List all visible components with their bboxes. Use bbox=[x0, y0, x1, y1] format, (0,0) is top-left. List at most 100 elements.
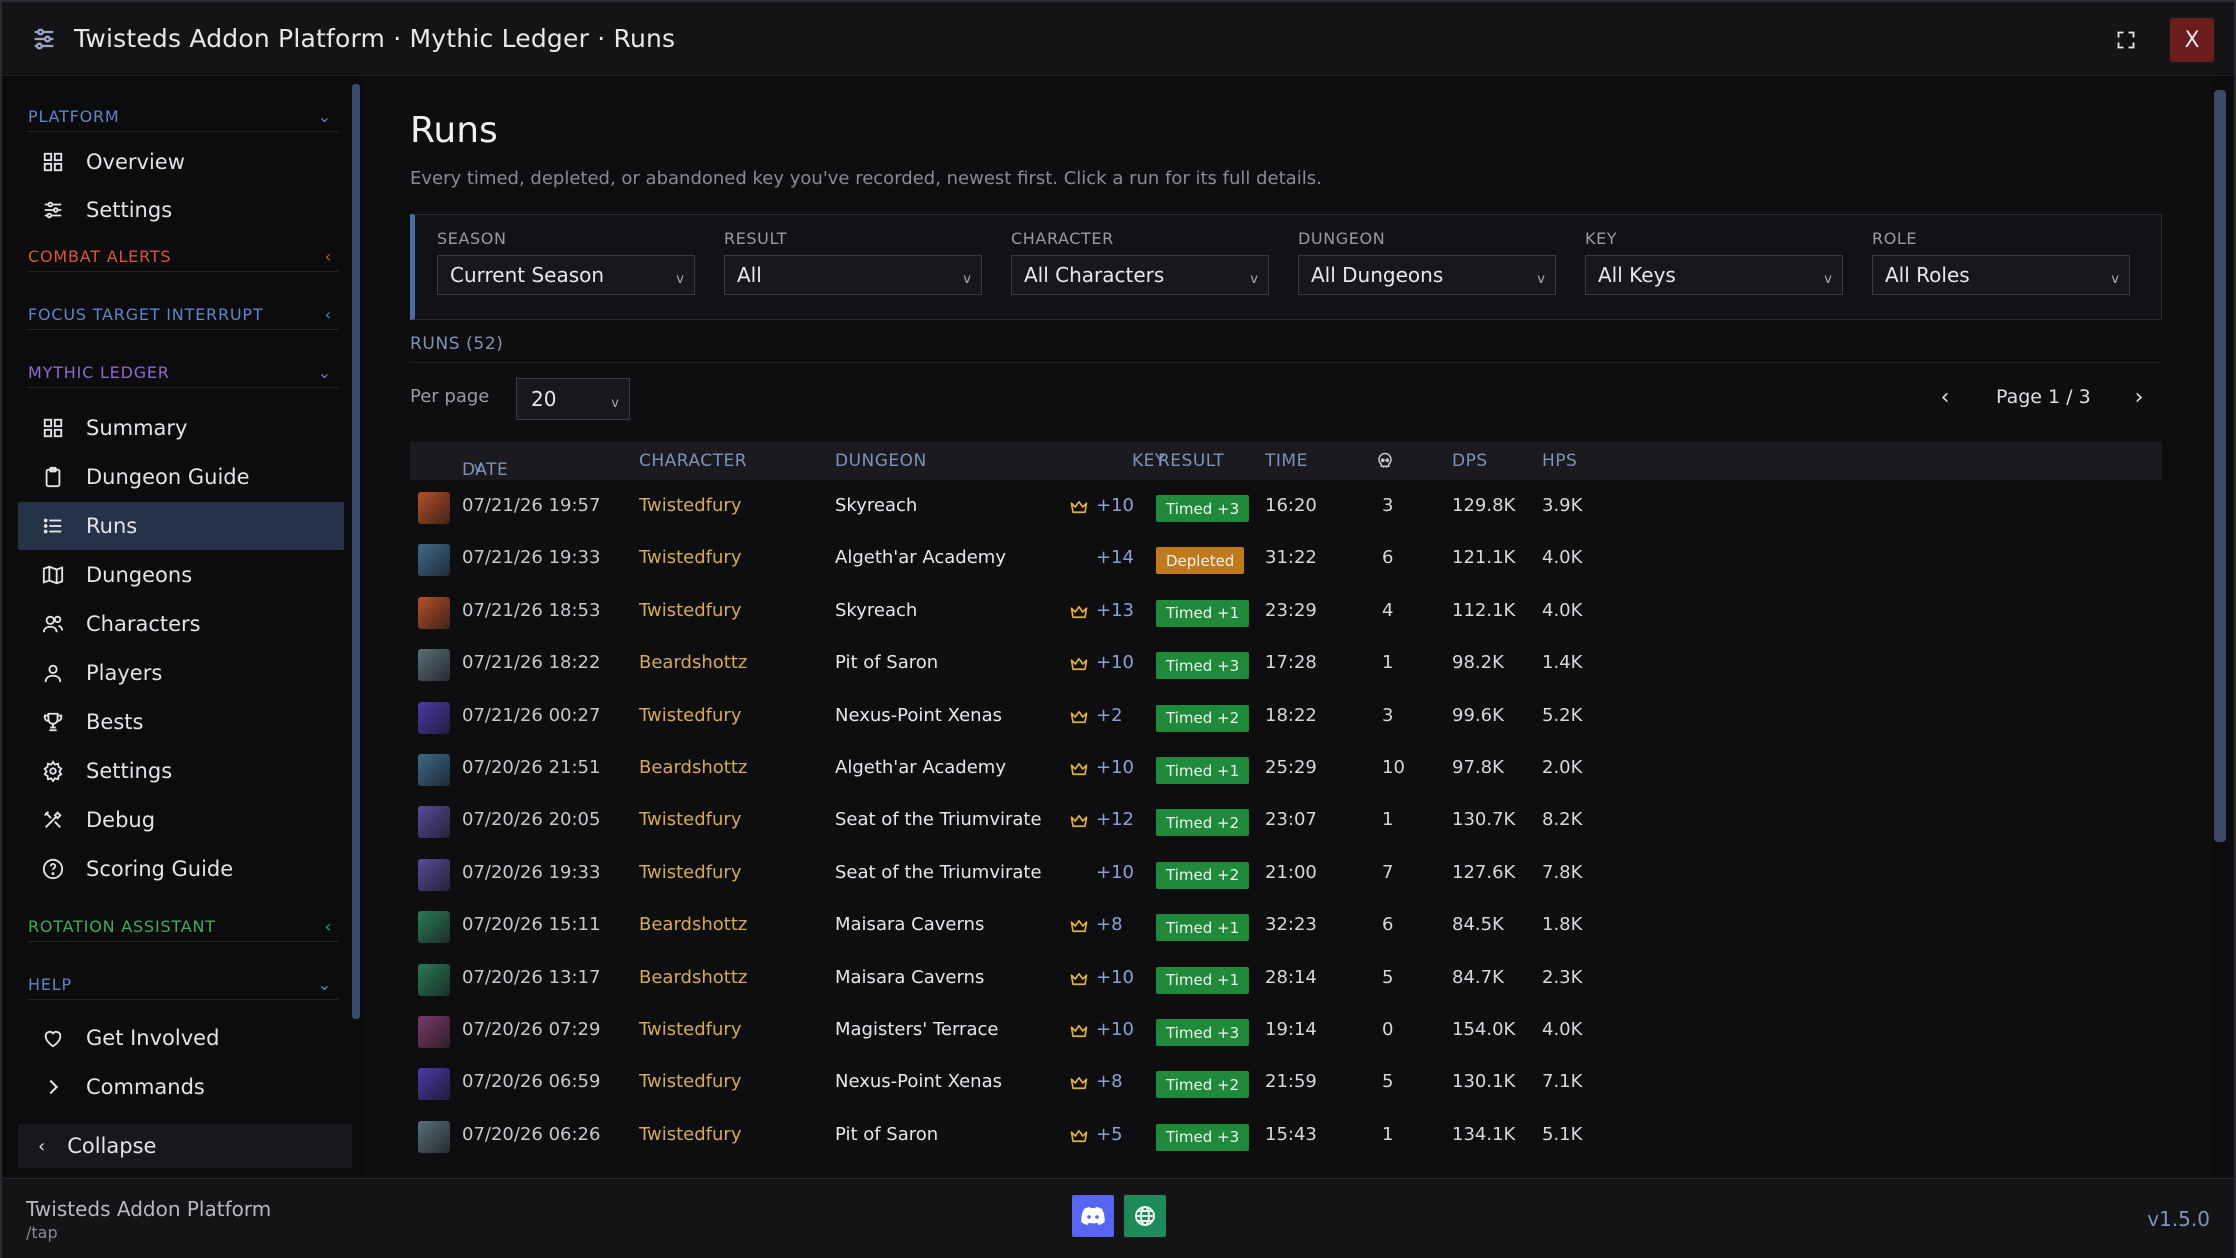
table-row[interactable]: 07/21/26 19:57 Twistedfury Skyreach +10 Time… bbox=[410, 480, 2162, 532]
run-date: 07/21/26 18:53 bbox=[462, 599, 601, 621]
season-select[interactable]: Current Season v bbox=[437, 255, 695, 295]
run-hps: 1.4K bbox=[1542, 652, 1583, 674]
run-hps: 4.0K bbox=[1542, 599, 1583, 621]
run-key: +10 bbox=[1096, 966, 1134, 988]
prev-page-button[interactable]: ‹ bbox=[1930, 382, 1960, 412]
table-row[interactable]: 07/21/26 18:53 Twistedfury Skyreach +13 Time… bbox=[410, 585, 2162, 637]
col-time[interactable]: TIME bbox=[1265, 451, 1308, 471]
sidebar-item-summary[interactable]: Summary bbox=[18, 404, 344, 452]
crown-icon bbox=[1070, 604, 1088, 623]
sidebar-item-label: Settings bbox=[86, 759, 173, 783]
result-select[interactable]: All v bbox=[724, 255, 982, 295]
key-select[interactable]: All Keys v bbox=[1585, 255, 1843, 295]
col-character[interactable]: CHARACTER bbox=[639, 451, 748, 471]
section-title: FOCUS TARGET INTERRUPT bbox=[28, 305, 264, 324]
run-deaths: 3 bbox=[1382, 495, 1394, 516]
run-date: 07/21/26 00:27 bbox=[462, 704, 601, 726]
run-character: Twistedfury bbox=[639, 495, 742, 516]
col-dps[interactable]: DPS bbox=[1452, 451, 1488, 471]
select-value: All Keys bbox=[1598, 263, 1676, 287]
run-dps: 112.1K bbox=[1452, 599, 1516, 621]
title-bar: Twisteds Addon Platform · Mythic Ledger … bbox=[2, 2, 2234, 76]
sidebar-item-scoring-guide[interactable]: Scoring Guide bbox=[18, 845, 344, 893]
sidebar-item-settings[interactable]: Settings bbox=[18, 186, 344, 234]
col-deaths[interactable] bbox=[1376, 452, 1394, 475]
dungeon-thumbnail bbox=[418, 596, 450, 629]
section-focus-target-interrupt[interactable]: FOCUS TARGET INTERRUPT ‹ bbox=[28, 300, 338, 330]
run-date: 07/20/26 13:17 bbox=[462, 966, 601, 988]
section-platform[interactable]: PLATFORM ⌄ bbox=[28, 102, 338, 132]
chevron-down-icon: v bbox=[1537, 271, 1545, 287]
sidebar-item-players[interactable]: Players bbox=[18, 649, 344, 697]
table-row[interactable]: 07/20/26 06:59 Twistedfury Nexus-Point Xen… bbox=[410, 1056, 2162, 1108]
sidebar-item-dungeons[interactable]: Dungeons bbox=[18, 551, 344, 599]
close-button[interactable]: X bbox=[2170, 18, 2214, 62]
col-hps[interactable]: HPS bbox=[1542, 451, 1578, 471]
sidebar-item-commands[interactable]: Commands bbox=[18, 1063, 344, 1111]
crown-icon bbox=[1070, 499, 1088, 518]
table-row[interactable]: 07/20/26 13:17 Beardshottz Maisara Caverns… bbox=[410, 952, 2162, 1004]
run-dungeon: Magisters' Terrace bbox=[835, 1019, 999, 1040]
collapse-button[interactable]: ‹ Collapse bbox=[18, 1124, 352, 1168]
next-page-button[interactable]: › bbox=[2124, 382, 2154, 412]
sliders-icon bbox=[40, 197, 66, 223]
run-key: +10 bbox=[1096, 861, 1134, 883]
sidebar-item-ledger-settings[interactable]: Settings bbox=[18, 747, 344, 795]
table-row[interactable]: 07/20/26 19:33 Twistedfury Seat of the Tri… bbox=[410, 847, 2162, 899]
section-title: PLATFORM bbox=[28, 107, 120, 126]
select-value: All Characters bbox=[1024, 263, 1165, 287]
footer: Twisteds Addon Platform /tap v1.5.0 bbox=[2, 1178, 2234, 1258]
section-rotation-assistant[interactable]: ROTATION ASSISTANT ‹ bbox=[28, 912, 338, 942]
run-time: 28:14 bbox=[1265, 966, 1317, 988]
sidebar-item-bests[interactable]: Bests bbox=[18, 698, 344, 746]
section-mythic-ledger[interactable]: MYTHIC LEDGER ⌄ bbox=[28, 358, 338, 388]
expand-icon bbox=[2117, 31, 2135, 49]
col-key[interactable]: KEY bbox=[1132, 451, 1166, 471]
sidebar-item-debug[interactable]: Debug bbox=[18, 796, 344, 844]
table-row[interactable]: 07/21/26 00:27 Twistedfury Nexus-Point Xen… bbox=[410, 690, 2162, 742]
run-key: +14 bbox=[1096, 547, 1134, 569]
sidebar-scrollbar[interactable] bbox=[352, 84, 360, 1019]
sidebar-item-overview[interactable]: Overview bbox=[18, 138, 344, 186]
chevron-down-icon: v bbox=[1824, 271, 1832, 287]
table-row[interactable]: 07/21/26 18:22 Beardshottz Pit of Saron +10… bbox=[410, 637, 2162, 689]
table-row[interactable]: 07/20/26 20:05 Twistedfury Seat of the Tri… bbox=[410, 794, 2162, 846]
chevron-left-icon: ‹ bbox=[324, 917, 332, 936]
role-select[interactable]: All Roles v bbox=[1872, 255, 2130, 295]
section-combat-alerts[interactable]: COMBAT ALERTS ‹ bbox=[28, 242, 338, 272]
footer-title: Twisteds Addon Platform bbox=[26, 1197, 272, 1221]
website-button[interactable] bbox=[1124, 1195, 1166, 1237]
expand-button[interactable] bbox=[2104, 18, 2148, 62]
select-value: 20 bbox=[531, 387, 557, 411]
run-time: 15:43 bbox=[1265, 1123, 1317, 1145]
footer-command: /tap bbox=[26, 1223, 58, 1242]
main-scrollbar[interactable] bbox=[2214, 90, 2226, 842]
run-key: +8 bbox=[1096, 914, 1123, 936]
table-row[interactable]: 07/20/26 21:51 Beardshottz Algeth'ar Acade… bbox=[410, 742, 2162, 794]
table-row[interactable]: 07/21/26 19:33 Twistedfury Algeth'ar Acade… bbox=[410, 532, 2162, 584]
dungeon-select[interactable]: All Dungeons v bbox=[1298, 255, 1556, 295]
run-time: 23:07 bbox=[1265, 809, 1317, 831]
per-page-select[interactable]: 20 v bbox=[516, 378, 630, 420]
col-date[interactable]: DATE v bbox=[462, 451, 508, 480]
sidebar-item-characters[interactable]: Characters bbox=[18, 600, 344, 648]
col-dungeon[interactable]: DUNGEON bbox=[835, 451, 927, 471]
run-dps: 127.6K bbox=[1452, 861, 1516, 883]
col-result[interactable]: RESULT bbox=[1158, 451, 1225, 471]
run-deaths: 6 bbox=[1382, 914, 1394, 936]
table-row[interactable]: 07/20/26 07:29 Twistedfury Magisters' Terr… bbox=[410, 1004, 2162, 1056]
sidebar-item-runs[interactable]: Runs bbox=[18, 502, 344, 550]
select-value: Current Season bbox=[450, 263, 605, 287]
table-row[interactable]: 07/20/26 15:11 Beardshottz Maisara Caverns… bbox=[410, 899, 2162, 951]
filter-label: KEY bbox=[1585, 229, 1618, 248]
run-character: Twistedfury bbox=[639, 1019, 742, 1040]
result-badge: Timed +3 bbox=[1156, 495, 1250, 522]
section-help[interactable]: HELP ⌄ bbox=[28, 970, 338, 1000]
discord-button[interactable] bbox=[1072, 1195, 1114, 1237]
sidebar-item-get-involved[interactable]: Get Involved bbox=[18, 1014, 344, 1062]
character-select[interactable]: All Characters v bbox=[1011, 255, 1269, 295]
sidebar-item-dungeon-guide[interactable]: Dungeon Guide bbox=[18, 453, 344, 501]
table-row[interactable]: 07/20/26 06:26 Twistedfury Pit of Saron +5 T… bbox=[410, 1109, 2162, 1161]
run-key: +10 bbox=[1096, 1019, 1134, 1040]
